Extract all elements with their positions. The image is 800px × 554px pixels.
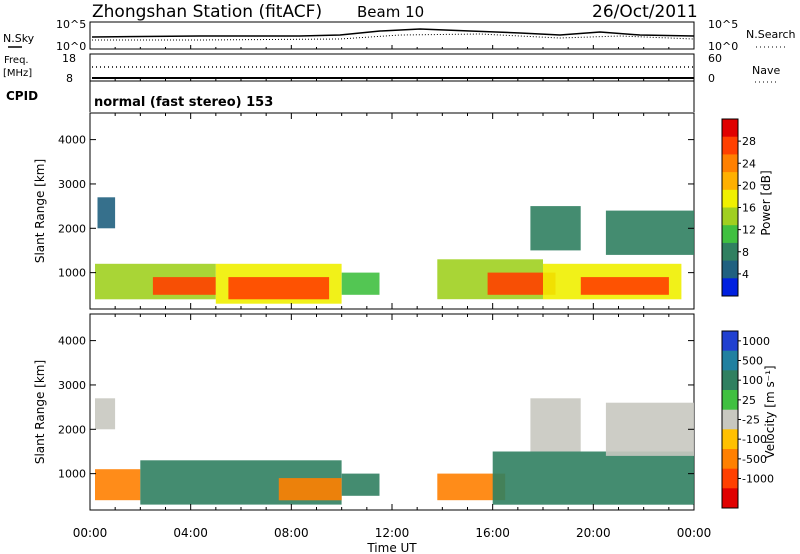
x-tick-label: 16:00: [475, 526, 510, 540]
velocity-bar-tick-label: -1000: [742, 473, 774, 486]
velocity-bar-tick-label: 1000: [742, 335, 770, 348]
velocity-bar-tick-label: -25: [742, 414, 760, 427]
search-noise-trace: [92, 33, 695, 41]
velocity-bar-segment: [722, 409, 738, 430]
velocity-bar-segment: [722, 449, 738, 470]
nave-tick-bottom: 0: [708, 72, 715, 85]
power-bar-segment: [722, 242, 738, 262]
velocity-bar-title: Velocity [m s⁻¹]: [763, 365, 777, 458]
velocity-bar-segment: [722, 468, 738, 489]
power-bar-segment: [722, 136, 738, 155]
velocity-bar-tick-label: 25: [742, 394, 756, 407]
station-title: Zhongshan Station (fitACF): [92, 2, 322, 22]
heatmap-cell-1-6: [530, 398, 581, 452]
freq-tick-top: 18: [62, 52, 76, 65]
heatmap-cell-0-9: [530, 206, 581, 251]
velocity-bar-tick-label: 500: [742, 355, 763, 368]
velocity-bar-segment: [722, 429, 738, 450]
velocity-bar-segment: [722, 370, 738, 391]
sky-noise-trace: [91, 28, 695, 38]
y-tick-label: 1000: [58, 468, 86, 481]
power-bar-tick-label: 12: [742, 224, 756, 237]
heatmap-cell-0-10: [605, 210, 694, 255]
date-label: 26/Oct/2011: [592, 2, 698, 22]
power-bar-segment: [722, 154, 738, 173]
x-tick-label: 00:00: [73, 526, 108, 540]
power-bar-tick-label: 28: [742, 135, 756, 148]
beam-label: Beam 10: [357, 3, 424, 21]
time-axis-label: Time UT: [366, 541, 417, 554]
heatmap-cell-0-3: [228, 277, 330, 300]
heatmap-cell-0-8: [580, 277, 669, 295]
y-tick-label: 4000: [58, 134, 86, 147]
y-tick-label: 1000: [58, 267, 86, 280]
heatmap-cell-1-8: [95, 398, 116, 430]
nave-tick-top: 60: [708, 52, 722, 65]
power-bar-tick-label: 20: [742, 179, 756, 192]
power-bar-tick-label: 8: [742, 246, 749, 259]
y-tick-label: 3000: [58, 379, 86, 392]
velocity-bar-tick-label: 100: [742, 374, 763, 387]
power-bar-tick-label: 24: [742, 157, 756, 170]
noise-left-tick-bottom: 10^0: [56, 40, 86, 53]
velocity-ylabel: Slant Range [km]: [33, 360, 47, 464]
power-bar-segment: [722, 189, 738, 208]
heatmap-cell-1-0: [95, 469, 141, 501]
power-bar-segment: [722, 119, 738, 138]
velocity-bar-tick-label: -500: [742, 453, 767, 466]
y-tick-label: 3000: [58, 178, 86, 191]
noise-right-label: N.Search: [746, 28, 796, 41]
x-tick-label: 12:00: [375, 526, 410, 540]
power-bar-segment: [722, 225, 738, 244]
power-bar-segment: [722, 172, 738, 191]
y-tick-label: 4000: [58, 335, 86, 348]
x-tick-label: 04:00: [173, 526, 208, 540]
velocity-bar-tick-label: -100: [742, 433, 767, 446]
noise-right-tick-bottom: 10^0: [708, 40, 738, 53]
freq-label-1: Freq.: [4, 55, 29, 66]
power-bar-tick-label: 16: [742, 202, 756, 215]
power-bar-tick-label: 4: [742, 268, 749, 281]
x-tick-label: 20:00: [576, 526, 611, 540]
power-bar-segment: [722, 260, 738, 279]
power-bar-title: Power [dB]: [759, 170, 773, 235]
heatmap-cell-1-7: [605, 402, 694, 456]
nave-label: Nave: [752, 64, 780, 77]
heatmap-cell-1-3: [341, 473, 380, 496]
power-bar-segment: [722, 278, 738, 297]
heatmap-cell-0-6: [487, 272, 556, 295]
heatmap-cell-1-5: [492, 451, 694, 505]
heatmap-cell-0-11: [97, 197, 116, 229]
power-ylabel: Slant Range [km]: [33, 159, 47, 263]
freq-tick-bottom: 8: [66, 72, 73, 85]
velocity-bar-segment: [722, 331, 738, 352]
cpid-label: CPID: [6, 89, 38, 103]
noise-left-tick-top: 10^5: [56, 18, 86, 31]
velocity-bar-segment: [722, 488, 738, 509]
x-tick-label: 00:00: [677, 526, 712, 540]
power-bar-segment: [722, 207, 738, 226]
heatmap-cell-0-4: [341, 272, 380, 295]
cpid-value: normal (fast stereo) 153: [94, 95, 273, 110]
heatmap-cell-0-1: [152, 277, 216, 295]
x-tick-label: 08:00: [274, 526, 309, 540]
freq-label-2: [MHz]: [3, 68, 32, 79]
velocity-bar-segment: [722, 390, 738, 411]
noise-left-label: N.Sky: [3, 32, 35, 45]
y-tick-label: 2000: [58, 423, 86, 436]
heatmap-cell-1-2: [278, 478, 342, 501]
noise-right-tick-top: 10^5: [708, 18, 738, 31]
y-tick-label: 2000: [58, 222, 86, 235]
velocity-bar-segment: [722, 350, 738, 371]
